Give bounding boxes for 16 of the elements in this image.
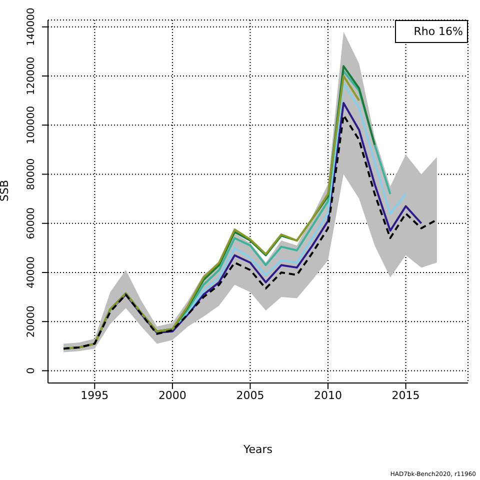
y-tick-label: 140000 [26,8,37,46]
y-axis-title: SSB [0,180,11,202]
x-tick-label: 1995 [80,388,109,402]
x-tick-label: 2015 [392,388,420,402]
x-tick-label: 2000 [158,388,186,402]
y-tick-label: 80000 [26,158,37,190]
y-tick-label: 120000 [26,56,37,96]
x-tick-label: 2005 [236,388,264,402]
x-axis-title: Years [242,443,273,456]
y-tick-label: 0 [26,368,37,374]
x-tick-label: 2010 [314,388,342,402]
y-tick-label: 60000 [26,207,37,240]
y-tick-label: 40000 [26,256,37,288]
y-tick-label: 20000 [26,306,37,338]
annotation: Rho 16% [394,20,468,43]
y-tick-label: 100000 [26,106,37,144]
